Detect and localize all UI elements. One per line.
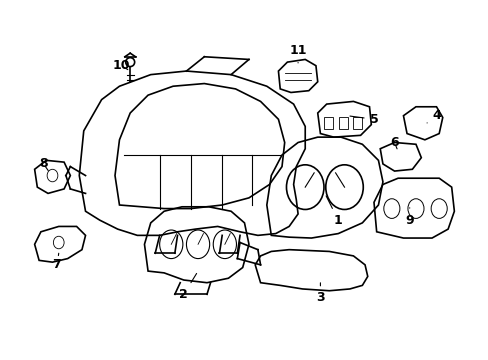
Bar [339,117,347,129]
Text: 2: 2 [179,274,196,301]
Text: 8: 8 [39,157,48,171]
Text: 3: 3 [315,283,324,305]
Text: 1: 1 [325,196,342,227]
Text: 5: 5 [349,113,378,126]
Text: 6: 6 [389,136,398,149]
Text: 11: 11 [289,44,306,63]
Text: 7: 7 [53,253,61,271]
Text: 9: 9 [405,208,413,227]
Text: 10: 10 [112,59,130,72]
Bar [324,117,332,129]
Bar [353,117,362,129]
Text: 4: 4 [426,109,440,123]
